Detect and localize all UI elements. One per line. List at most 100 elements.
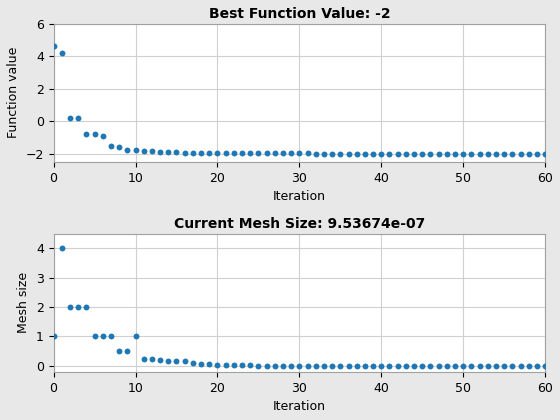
Point xyxy=(74,304,83,310)
Point xyxy=(492,362,501,369)
Point xyxy=(131,333,140,340)
Point xyxy=(147,148,156,155)
Point xyxy=(237,362,246,369)
Point xyxy=(237,150,246,157)
Point xyxy=(230,150,239,157)
Point xyxy=(459,150,468,157)
Point xyxy=(213,361,222,368)
Point xyxy=(426,362,435,369)
Point xyxy=(418,150,427,157)
Point xyxy=(451,362,460,369)
Point xyxy=(287,150,296,157)
Point xyxy=(442,362,451,369)
X-axis label: Iteration: Iteration xyxy=(273,400,326,413)
Point xyxy=(508,150,517,157)
Point xyxy=(98,333,107,340)
Point xyxy=(368,150,377,157)
Point xyxy=(57,50,66,56)
Y-axis label: Mesh size: Mesh size xyxy=(17,272,30,333)
Point xyxy=(49,43,58,50)
Point xyxy=(180,149,189,156)
Point xyxy=(352,150,361,157)
Point xyxy=(319,150,328,157)
Point xyxy=(442,150,451,157)
Point xyxy=(172,358,181,365)
Point xyxy=(377,150,386,157)
Point xyxy=(319,362,328,369)
Point xyxy=(524,362,533,369)
Point xyxy=(82,131,91,137)
Point xyxy=(409,150,418,157)
Point xyxy=(270,150,279,157)
Point xyxy=(115,144,124,150)
X-axis label: Iteration: Iteration xyxy=(273,190,326,203)
Point xyxy=(336,362,345,369)
Point xyxy=(385,150,394,157)
Point xyxy=(402,150,410,157)
Point xyxy=(311,150,320,157)
Point xyxy=(221,150,230,157)
Y-axis label: Function value: Function value xyxy=(7,47,20,138)
Point xyxy=(287,362,296,369)
Point xyxy=(230,362,239,368)
Point xyxy=(221,362,230,368)
Point xyxy=(467,362,476,369)
Point xyxy=(98,132,107,139)
Point xyxy=(254,362,263,369)
Point xyxy=(66,115,74,121)
Point xyxy=(57,245,66,252)
Point xyxy=(467,150,476,157)
Point xyxy=(533,150,542,157)
Point xyxy=(278,362,287,369)
Point xyxy=(377,362,386,369)
Point xyxy=(483,150,492,157)
Point xyxy=(336,150,345,157)
Point xyxy=(123,146,132,153)
Point xyxy=(303,362,312,369)
Point xyxy=(516,362,525,369)
Point xyxy=(426,150,435,157)
Point xyxy=(418,362,427,369)
Point xyxy=(262,150,271,157)
Point xyxy=(385,362,394,369)
Point xyxy=(90,131,99,137)
Point xyxy=(188,150,197,156)
Point xyxy=(540,362,549,369)
Point xyxy=(66,304,74,310)
Point xyxy=(156,357,165,363)
Point xyxy=(180,358,189,365)
Point xyxy=(483,362,492,369)
Point xyxy=(344,362,353,369)
Point xyxy=(508,362,517,369)
Point xyxy=(459,362,468,369)
Point xyxy=(254,150,263,157)
Point xyxy=(123,348,132,354)
Point xyxy=(409,362,418,369)
Point xyxy=(172,149,181,156)
Point xyxy=(328,362,337,369)
Point xyxy=(295,150,304,157)
Point xyxy=(74,115,83,121)
Point xyxy=(270,362,279,369)
Point xyxy=(500,150,508,157)
Point xyxy=(164,149,173,155)
Point xyxy=(524,150,533,157)
Point xyxy=(451,150,460,157)
Point xyxy=(90,333,99,340)
Point xyxy=(139,147,148,154)
Point xyxy=(303,150,312,157)
Point xyxy=(82,304,91,310)
Point xyxy=(434,362,443,369)
Point xyxy=(393,150,402,157)
Point xyxy=(205,361,214,368)
Title: Best Function Value: -2: Best Function Value: -2 xyxy=(208,7,390,21)
Point xyxy=(402,362,410,369)
Point xyxy=(368,362,377,369)
Point xyxy=(156,148,165,155)
Point xyxy=(475,150,484,157)
Point xyxy=(361,150,370,157)
Point xyxy=(213,150,222,157)
Point xyxy=(311,362,320,369)
Point xyxy=(197,150,206,156)
Point xyxy=(352,362,361,369)
